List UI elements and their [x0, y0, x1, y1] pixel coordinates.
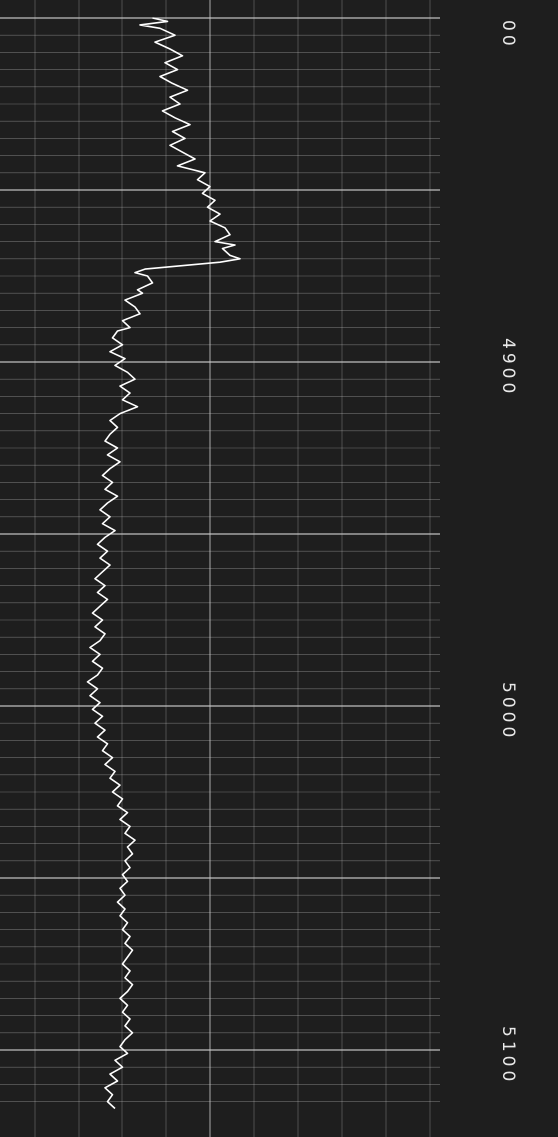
tick-label-5100: 5100: [498, 1026, 518, 1085]
spectrum-trace: [86, 17, 241, 1110]
tick-label-4900: 4900: [498, 338, 518, 397]
axis-labels: 00 4900 5000 5100: [498, 20, 518, 1085]
grid: [0, 0, 440, 1137]
top-edge-label: 00: [498, 20, 518, 50]
tick-label-5000: 5000: [498, 682, 518, 741]
